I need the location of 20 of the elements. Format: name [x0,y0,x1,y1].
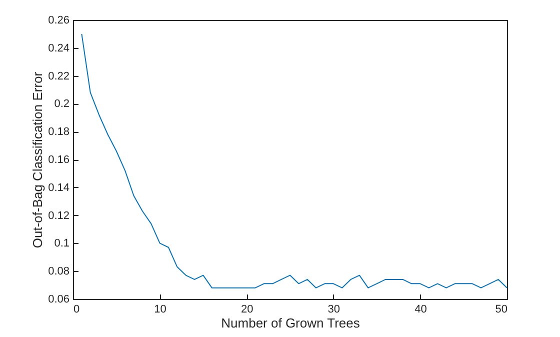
y-tick-label: 0.14 [48,182,70,194]
y-axis-title: Out-of-Bag Classification Error [30,71,46,248]
y-tick-label: 0.26 [48,14,70,26]
y-tick-label: 0.08 [48,266,70,278]
x-tick-label: 40 [414,304,427,316]
y-tick-label: 0.16 [48,154,70,166]
y-tick-label: 0.18 [48,126,70,138]
y-tick-label: 0.1 [54,238,70,250]
y-tick-label: 0.06 [48,294,70,306]
x-tick-label: 10 [154,304,166,316]
line-series [81,33,507,288]
x-tick-label: 0 [74,304,80,316]
x-tick-label: 30 [328,304,340,316]
y-tick-label: 0.24 [48,42,70,54]
x-tick-label: 50 [495,304,508,316]
y-tick-label: 0.12 [48,210,70,222]
x-axis-title: Number of Grown Trees [221,316,360,330]
y-tick-label: 0.2 [54,98,70,110]
y-tick-label: 0.22 [48,70,70,82]
x-tick-label: 20 [240,304,254,316]
